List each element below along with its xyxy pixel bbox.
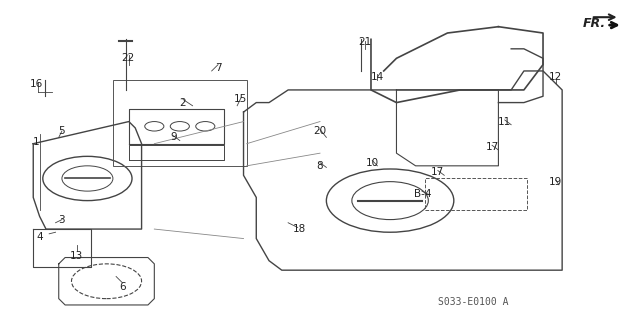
Text: 7: 7 — [215, 63, 221, 73]
Text: 22: 22 — [121, 53, 134, 63]
Text: 21: 21 — [358, 38, 371, 48]
Text: 1: 1 — [33, 137, 40, 147]
Text: 5: 5 — [59, 126, 65, 136]
Text: 13: 13 — [70, 251, 83, 261]
Text: 11: 11 — [498, 116, 511, 127]
Text: 4: 4 — [36, 232, 43, 242]
Text: 9: 9 — [170, 132, 177, 142]
Text: 12: 12 — [549, 72, 563, 82]
Text: B-4: B-4 — [415, 189, 432, 199]
Bar — [425, 178, 527, 210]
Text: 3: 3 — [59, 215, 65, 225]
Text: 6: 6 — [119, 282, 126, 292]
Text: FR.: FR. — [582, 17, 605, 30]
Text: 18: 18 — [293, 224, 306, 234]
Bar — [113, 80, 246, 166]
Text: 14: 14 — [371, 72, 384, 82]
Text: 2: 2 — [180, 98, 186, 108]
Text: 17: 17 — [431, 167, 445, 177]
Text: 10: 10 — [365, 158, 379, 168]
Text: 8: 8 — [317, 161, 323, 171]
Text: 20: 20 — [314, 126, 326, 136]
Text: 15: 15 — [234, 94, 247, 104]
Text: 17: 17 — [485, 142, 499, 152]
Text: S033-E0100 A: S033-E0100 A — [438, 297, 508, 307]
Text: 16: 16 — [30, 78, 43, 89]
Text: 19: 19 — [549, 177, 563, 187]
